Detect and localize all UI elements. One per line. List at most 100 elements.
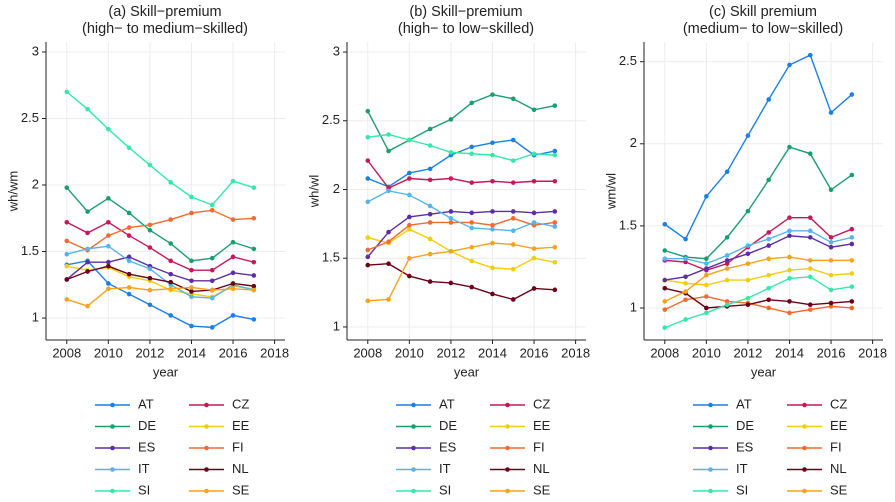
point	[427, 177, 433, 183]
point	[126, 225, 132, 230]
point	[448, 150, 454, 155]
point	[531, 220, 537, 225]
point	[126, 291, 132, 297]
point	[469, 210, 474, 216]
point	[552, 224, 558, 229]
point	[510, 209, 516, 214]
point	[189, 323, 194, 329]
series-line	[367, 133, 555, 162]
point	[209, 202, 215, 208]
point	[510, 96, 516, 102]
series-line	[66, 256, 254, 282]
point	[662, 307, 668, 312]
legend-label: EE	[232, 418, 250, 433]
point	[510, 137, 516, 143]
point	[683, 281, 688, 286]
point	[64, 297, 70, 302]
series-line	[664, 146, 853, 260]
legend-label: IT	[736, 461, 748, 476]
point	[448, 176, 454, 181]
point	[849, 305, 855, 311]
point	[787, 144, 792, 150]
point	[807, 228, 813, 234]
point	[168, 258, 173, 264]
legend-label: FI	[533, 439, 545, 454]
point	[230, 286, 236, 292]
series-line	[664, 276, 852, 329]
point	[807, 266, 813, 271]
point	[807, 52, 813, 58]
point	[745, 277, 751, 283]
point	[704, 194, 709, 199]
point	[168, 313, 173, 318]
point	[766, 272, 771, 278]
y-axis-label: wh/wl	[306, 175, 321, 209]
x-tick-label: 2010	[692, 345, 721, 360]
legend-marker	[505, 402, 510, 408]
point	[787, 228, 792, 234]
point	[189, 267, 194, 273]
point	[745, 302, 751, 307]
point	[662, 325, 668, 330]
point	[724, 253, 730, 258]
point	[147, 302, 153, 308]
point	[365, 176, 371, 181]
point	[766, 236, 771, 242]
point	[189, 258, 194, 264]
legend-marker	[708, 467, 713, 472]
legend-label: DE	[736, 418, 754, 433]
point	[469, 151, 474, 157]
series-line	[367, 93, 555, 152]
point	[386, 261, 391, 267]
point	[849, 284, 855, 289]
point	[189, 210, 194, 216]
legend-marker	[708, 402, 713, 408]
x-tick-label: 2008	[353, 345, 382, 360]
point	[85, 230, 90, 236]
point	[787, 310, 792, 316]
legend-label: DE	[439, 418, 457, 433]
point	[683, 317, 688, 322]
point	[168, 217, 173, 222]
point	[407, 273, 412, 279]
y-tick-label: 2.5	[322, 112, 340, 127]
point	[510, 242, 516, 247]
point	[766, 297, 771, 303]
point	[365, 247, 371, 253]
point	[490, 209, 495, 214]
point	[168, 279, 173, 285]
point	[427, 211, 433, 217]
point	[189, 278, 194, 284]
point	[251, 283, 257, 289]
point	[745, 261, 751, 266]
point	[766, 256, 771, 262]
point	[766, 285, 771, 291]
point	[490, 92, 495, 97]
point	[807, 215, 813, 220]
point	[85, 269, 90, 274]
point	[724, 277, 730, 283]
legend-label: ES	[736, 439, 754, 454]
point	[807, 302, 813, 307]
point	[427, 236, 433, 242]
legend-marker	[110, 488, 115, 494]
legend-marker	[411, 467, 416, 472]
point	[469, 100, 474, 106]
point	[662, 285, 668, 291]
point	[64, 89, 70, 95]
legend-marker	[802, 445, 807, 451]
point	[106, 196, 111, 201]
point	[724, 302, 730, 307]
point	[64, 238, 70, 244]
point	[849, 172, 855, 178]
chart-title: (a) Skill−premium	[108, 4, 221, 20]
legend-marker	[505, 467, 510, 472]
point	[147, 222, 153, 228]
point	[704, 256, 709, 262]
point	[106, 286, 111, 292]
point	[189, 285, 194, 290]
legend-marker	[802, 424, 807, 429]
point	[230, 239, 236, 245]
point	[230, 217, 236, 222]
point	[469, 258, 474, 264]
